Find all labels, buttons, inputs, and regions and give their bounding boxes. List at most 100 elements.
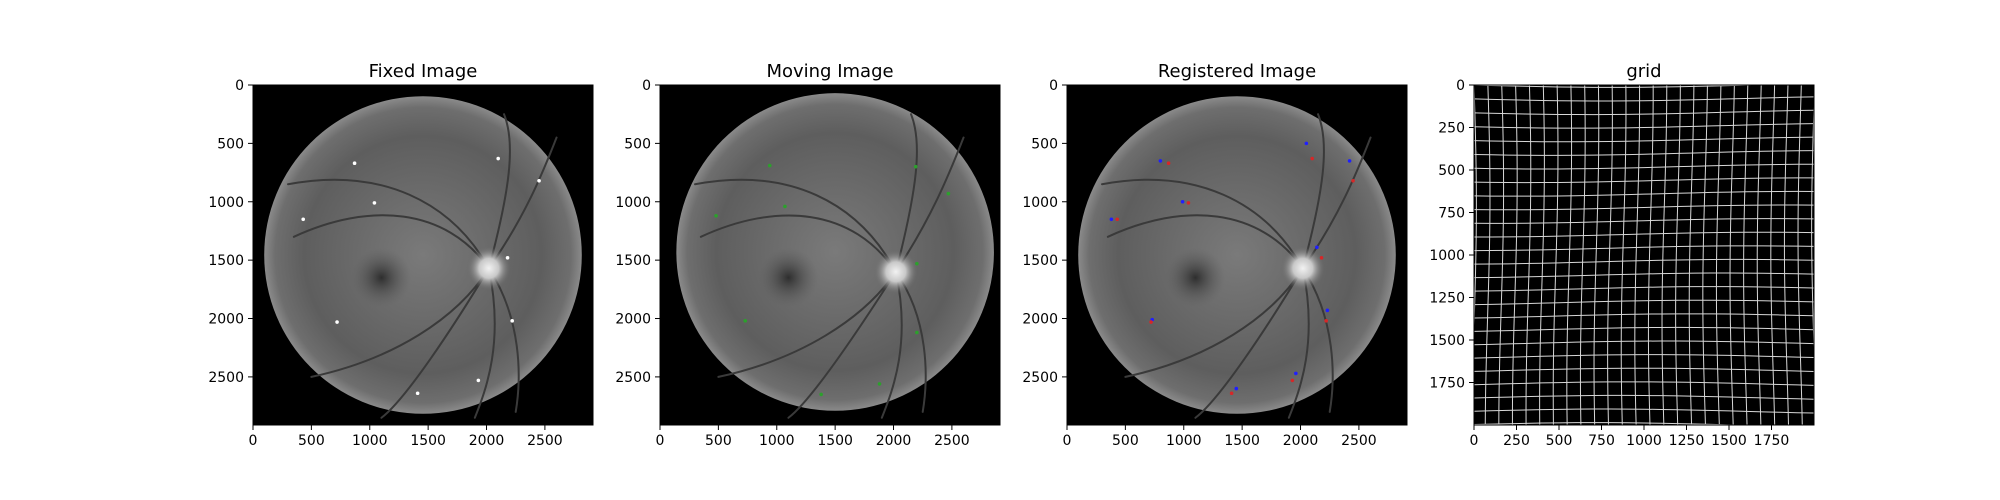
grid-line-vertical (1729, 85, 1735, 425)
grid-line-horizontal (1474, 231, 1814, 238)
panel-title: Registered Image (1158, 61, 1316, 82)
grid-line-vertical (1770, 85, 1776, 425)
landmark-point (1149, 320, 1153, 324)
landmark-point (946, 191, 951, 196)
optic-disc (466, 246, 511, 291)
x-tick-label: 0 (249, 433, 258, 449)
y-tick-label: 1500 (1429, 333, 1465, 349)
landmark-point (1294, 371, 1298, 376)
vessel (894, 136, 965, 273)
y-tick-label: 0 (1456, 78, 1465, 94)
marker-set-0 (714, 163, 951, 397)
y-tick-label: 0 (235, 78, 244, 94)
y-tick-label: 750 (1438, 206, 1465, 222)
grid-line-horizontal (1474, 272, 1814, 279)
landmark-point (1324, 319, 1329, 323)
x-tick-label: 500 (1546, 433, 1573, 449)
grid-line-horizontal (1474, 326, 1814, 332)
landmark-point (510, 319, 515, 323)
landmark-point (476, 378, 481, 383)
vessel (1101, 178, 1304, 270)
landmark-point (1180, 199, 1185, 204)
panel-3: grid 0 250 500 750 1000 1250 1500 1750 0 250 500 750… (1429, 61, 1815, 449)
landmark-point (767, 163, 772, 168)
y-axis: 0 500 1000 1500 2000 2500 (208, 78, 253, 386)
grid-line-horizontal (1474, 354, 1814, 359)
grid-line-horizontal (1474, 96, 1814, 102)
x-tick-label: 1500 (1711, 433, 1747, 449)
axes-frame (252, 84, 594, 426)
x-axis: 0 500 1000 1500 2000 2500 (249, 425, 563, 449)
x-axis: 0 500 1000 1500 2000 2500 (1063, 425, 1377, 449)
vessel (473, 267, 496, 419)
grid-line-horizontal (1474, 367, 1814, 372)
landmark-point (415, 391, 420, 396)
y-tick-label: 2500 (615, 370, 651, 386)
y-axis: 0 500 1000 1500 2000 2500 (1022, 78, 1067, 386)
y-tick-label: 500 (624, 136, 651, 152)
vessel (1194, 267, 1304, 419)
x-tick-label: 500 (1112, 433, 1139, 449)
landmark-point (372, 201, 377, 205)
x-tick-label: 0 (656, 433, 665, 449)
x-tick-label: 0 (1063, 433, 1072, 449)
landmark-point (1347, 159, 1352, 163)
y-tick-label: 2000 (208, 312, 244, 328)
fundus-image (660, 85, 1000, 425)
y-axis: 0 500 1000 1500 2000 2500 (615, 78, 660, 386)
macula (351, 247, 412, 308)
landmark-point (1115, 217, 1120, 222)
landmark-point (913, 164, 918, 169)
y-tick-label: 2500 (208, 370, 244, 386)
grid-line-horizontal (1474, 177, 1814, 184)
x-tick-label: 2500 (934, 433, 970, 449)
panel-title: grid (1626, 61, 1661, 82)
panel-title: Fixed Image (369, 61, 478, 82)
grid-line-vertical (1797, 85, 1803, 425)
landmark-point (714, 213, 718, 218)
landmark-point (352, 161, 357, 166)
vessel (1287, 267, 1310, 419)
grid-line-horizontal (1474, 408, 1814, 414)
vessel (787, 270, 897, 419)
x-tick-label: 1000 (352, 433, 388, 449)
x-tick-label: 2000 (876, 433, 912, 449)
landmark-point (1166, 161, 1171, 166)
axes-frame (659, 84, 1001, 426)
fundus-image (1067, 85, 1407, 425)
vessel (487, 113, 511, 270)
vessel (380, 267, 490, 419)
panel-0: Fixed Image 0 500 1000 1500 2000 2500 0 500 1000 1… (208, 61, 594, 449)
landmark-point (505, 256, 510, 260)
x-tick-label: 2000 (469, 433, 505, 449)
landmark-point (496, 156, 500, 161)
marker-set-0 (1109, 141, 1352, 391)
vessel (487, 136, 558, 270)
landmark-point (819, 392, 823, 397)
y-tick-label: 250 (1438, 121, 1465, 137)
vessel (694, 178, 897, 273)
grid-line-horizontal (1474, 245, 1814, 252)
vessel (699, 214, 897, 273)
grid-lines (1474, 85, 1814, 425)
landmark-point (1315, 245, 1319, 250)
grid-background (1474, 85, 1814, 425)
y-tick-label: 500 (1438, 163, 1465, 179)
x-tick-label: 500 (705, 433, 732, 449)
fundus-disc (1078, 96, 1396, 414)
landmark-point (877, 382, 882, 386)
grid-line-horizontal (1474, 150, 1814, 156)
landmark-point (743, 319, 748, 323)
y-tick-label: 1500 (615, 253, 651, 269)
landmark-point (1290, 378, 1295, 383)
x-tick-label: 1250 (1669, 433, 1705, 449)
vessel (287, 178, 490, 270)
landmark-point (537, 178, 541, 183)
grid-line-vertical (1756, 85, 1762, 425)
deformation-grid (1474, 85, 1814, 425)
grid-line-horizontal (1474, 218, 1814, 224)
y-tick-label: 1500 (208, 253, 244, 269)
y-tick-label: 1500 (1022, 253, 1058, 269)
x-axis: 0 250 500 750 1000 1250 1500 1750 (1470, 425, 1789, 449)
